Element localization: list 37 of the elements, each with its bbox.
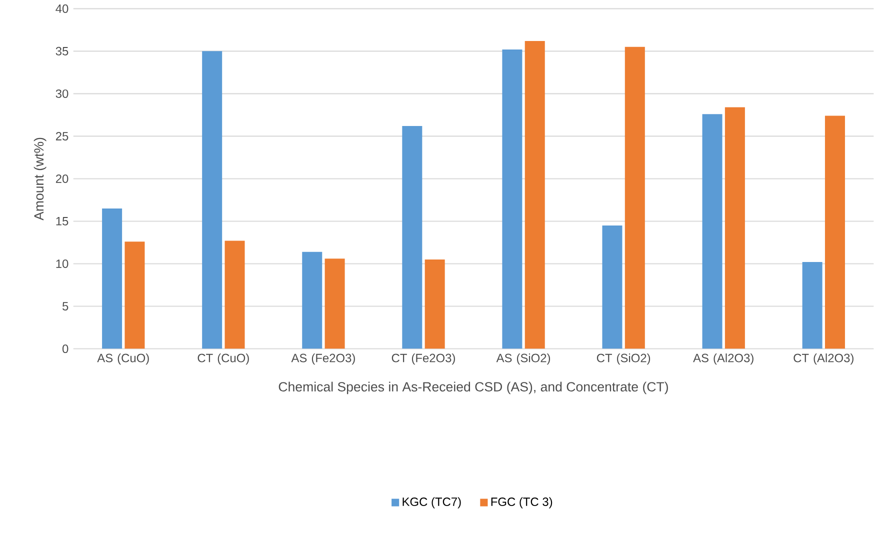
y-tick-label: 40 [56, 4, 68, 13]
bar [724, 107, 745, 349]
y-axis-title: Amount (wt%) [34, 138, 46, 220]
bar [602, 225, 622, 349]
y-tick-label: 15 [56, 216, 68, 226]
bar [102, 208, 122, 349]
bar [302, 252, 322, 349]
bar [202, 51, 222, 349]
x-tick-label: AS (Fe2O3) [291, 353, 355, 365]
x-axis-title: Chemical Species in As-Receied CSD (AS), and Concentrate (CT) [278, 382, 668, 394]
x-tick-label: CT (Al2O3) [794, 353, 854, 365]
legend-label: FGC (TC 3) [491, 497, 552, 508]
bar [624, 46, 645, 349]
bar [424, 259, 445, 349]
y-tick-label: 30 [56, 89, 68, 98]
x-tick-label: CT (SiO2) [596, 353, 650, 365]
bar [802, 262, 822, 349]
bar [402, 126, 422, 349]
legend-label: KGC (TC7) [402, 497, 461, 508]
x-tick-label: CT (Fe2O3) [392, 353, 455, 365]
bar [124, 242, 145, 349]
x-tick-label: AS (SiO2) [496, 353, 550, 365]
y-tick-label: 35 [56, 46, 68, 56]
x-tick-label: CT (CuO) [198, 353, 249, 365]
x-tick-label: AS (Al2O3) [693, 353, 754, 365]
bar [824, 116, 845, 349]
bar [324, 258, 345, 349]
bar [702, 114, 722, 349]
y-tick-label: 20 [56, 174, 68, 183]
x-tick-label: AS (CuO) [97, 353, 149, 365]
y-tick-label: 25 [56, 132, 68, 140]
bar [524, 40, 545, 349]
y-tick-label: 10 [56, 259, 68, 268]
y-tick-label: 5 [62, 302, 68, 310]
bar [502, 49, 522, 349]
bar [224, 240, 245, 349]
y-tick-label: 0 [62, 344, 68, 353]
